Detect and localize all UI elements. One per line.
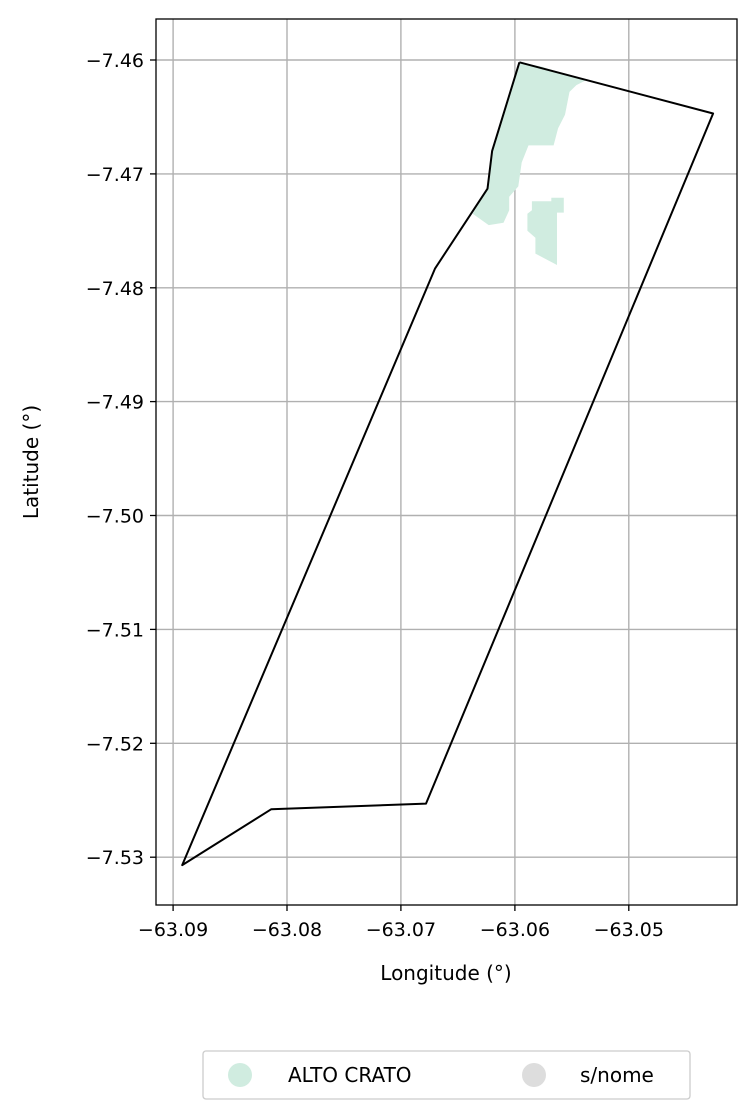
gridlines [156,19,737,905]
y-tick-label: −7.52 [86,733,144,755]
y-tick-label: −7.46 [86,50,144,72]
y-tick-label: −7.47 [86,164,144,186]
legend: ALTO CRATO s/nome [202,1050,691,1100]
legend-label-alto-crato: ALTO CRATO [288,1063,412,1087]
x-tick-label: −63.08 [252,919,322,941]
x-tick-label: −63.05 [594,919,664,941]
y-tick-label: −7.53 [86,847,144,869]
axis-ticks: −63.09 −63.08 −63.07 −63.06 −63.05 −7.46 −7.47… [86,50,664,941]
y-tick-label: −7.50 [86,506,144,528]
y-tick-label: −7.49 [86,392,144,414]
region-alto-crato-part-1 [472,62,586,226]
boundary-outline [181,61,715,867]
legend-frame [202,1050,691,1100]
legend-marker-s-nome [522,1063,546,1087]
plot-frame [155,18,738,906]
x-tick-label: −63.06 [480,919,550,941]
region-alto-crato-part-2 [527,197,564,265]
legend-marker-alto-crato [228,1063,252,1087]
y-tick-label: −7.48 [86,278,144,300]
region-layer [472,62,586,265]
boundary-layer [181,61,715,867]
y-axis-label: Latitude (°) [19,405,43,519]
x-tick-label: −63.07 [366,919,436,941]
y-tick-label: −7.51 [86,619,144,641]
x-axis-label: Longitude (°) [380,961,511,985]
legend-label-s-nome: s/nome [580,1063,654,1087]
x-tick-label: −63.09 [138,919,208,941]
